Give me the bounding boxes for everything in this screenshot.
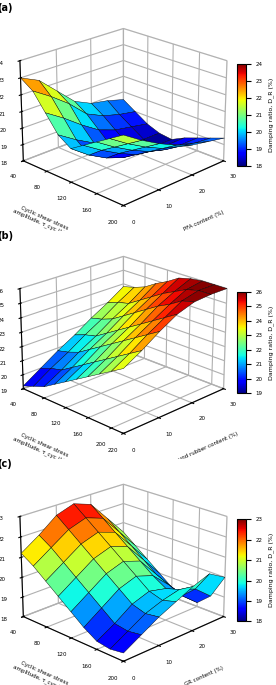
Text: (a): (a) bbox=[0, 3, 13, 13]
Text: (c): (c) bbox=[0, 458, 12, 469]
X-axis label: PFA content (%): PFA content (%) bbox=[183, 210, 225, 232]
Y-axis label: Damping ratio, D_R (%): Damping ratio, D_R (%) bbox=[268, 77, 274, 152]
Y-axis label: Damping ratio, D_R (%): Damping ratio, D_R (%) bbox=[268, 533, 274, 608]
Y-axis label: Cyclic shear stress
amplitude, τ_cyc (kPa): Cyclic shear stress amplitude, τ_cyc (kP… bbox=[12, 431, 74, 466]
Y-axis label: Damping ratio, D_R (%): Damping ratio, D_R (%) bbox=[268, 306, 274, 379]
Y-axis label: Cyclic shear stress
amplitude, τ_cyc (kPa): Cyclic shear stress amplitude, τ_cyc (kP… bbox=[12, 658, 74, 685]
X-axis label: GR content (%): GR content (%) bbox=[184, 666, 224, 685]
Text: (b): (b) bbox=[0, 231, 14, 240]
X-axis label: Ground rubber content (%): Ground rubber content (%) bbox=[169, 431, 239, 466]
Y-axis label: Cyclic shear stress
amplitude, τ_cyc (kPa): Cyclic shear stress amplitude, τ_cyc (kP… bbox=[12, 203, 74, 238]
